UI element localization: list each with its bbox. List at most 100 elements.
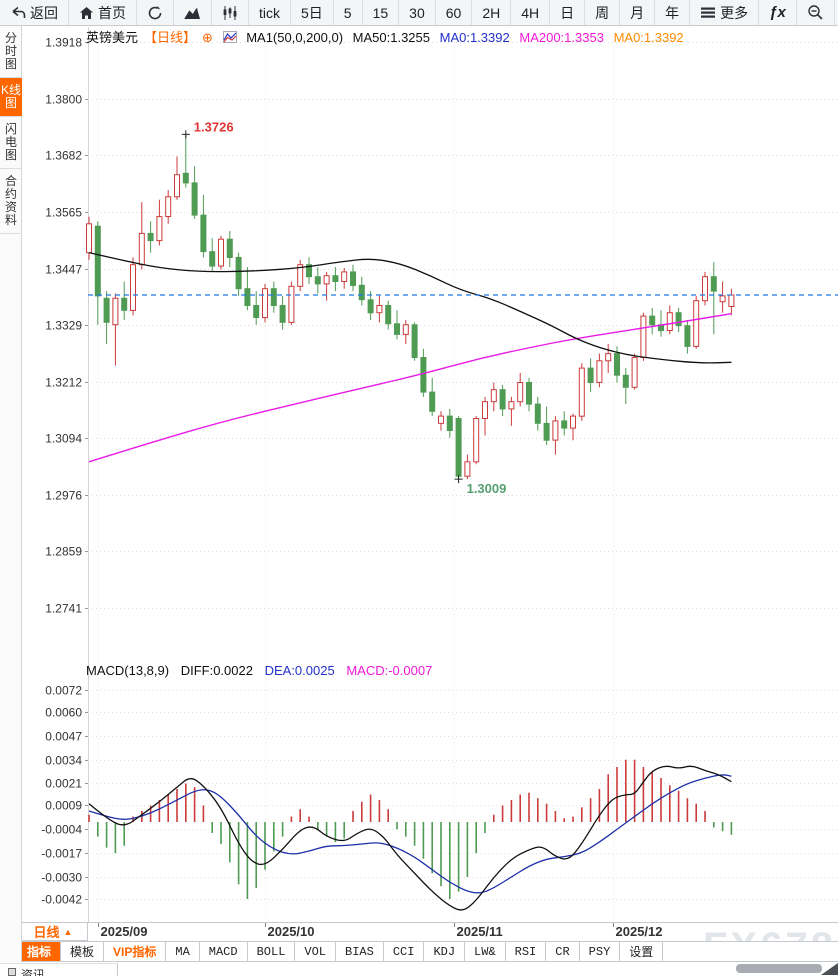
- macd-header: MACD(13,8,9) DIFF:0.0022 DEA:0.0025 MACD…: [86, 663, 440, 678]
- ma-settings-label: MA1(50,0,200,0): [246, 30, 344, 45]
- zoom-out-icon: [807, 4, 824, 21]
- toolbar-day-label: 日: [560, 4, 575, 21]
- toolbar-line-chart-button[interactable]: [174, 0, 212, 25]
- svg-text:1.2741: 1.2741: [45, 602, 82, 616]
- svg-text:0.0034: 0.0034: [45, 754, 82, 768]
- svg-text:1.3682: 1.3682: [45, 149, 82, 163]
- indicator-tab-psy[interactable]: PSY: [580, 942, 621, 961]
- toolbar-more-button[interactable]: 更多: [690, 0, 760, 25]
- svg-text:0.0021: 0.0021: [45, 777, 82, 791]
- toolbar-month-label: 月: [630, 4, 645, 21]
- x-axis-label-2025-10: 2025/10: [267, 924, 315, 939]
- high-price-annotation: 1.3726: [194, 119, 234, 134]
- toolbar-back-button[interactable]: 返回: [0, 0, 69, 25]
- toolbar-2hour-button[interactable]: 2H: [472, 0, 512, 25]
- news-icon: [8, 968, 16, 976]
- diff-value: DIFF:0.0022: [180, 663, 253, 678]
- indicator-tab-bias[interactable]: BIAS: [336, 942, 384, 961]
- toolbar-fx-label: ƒx: [769, 4, 786, 21]
- svg-text:0.0047: 0.0047: [45, 730, 82, 744]
- toolbar-week-button[interactable]: 周: [585, 0, 621, 25]
- svg-text:-0.0004: -0.0004: [41, 823, 82, 837]
- home-icon: [79, 6, 94, 20]
- svg-text:-0.0017: -0.0017: [41, 847, 82, 861]
- corner-resize-arrow[interactable]: [821, 963, 838, 975]
- toolbar-5min-button[interactable]: 5: [334, 0, 363, 25]
- chevron-up-icon: ▲: [63, 926, 73, 937]
- toolbar-home-button[interactable]: 首页: [69, 0, 137, 25]
- toolbar-refresh-button[interactable]: [137, 0, 174, 25]
- indicator-tab-settings[interactable]: 设置: [620, 942, 664, 961]
- toolbar-5day-button[interactable]: 5日: [291, 0, 334, 25]
- symbol-name: 英镑美元: [86, 30, 139, 45]
- news-tab-label: 资讯: [21, 968, 46, 976]
- indicator-tab-vol[interactable]: VOL: [295, 942, 337, 961]
- chart-type-sidebar: 分时图 K线图 闪电图 合约资料: [0, 26, 22, 962]
- toolbar-month-button[interactable]: 月: [620, 0, 656, 25]
- menu-icon: [700, 6, 716, 19]
- refresh-icon: [147, 5, 163, 21]
- add-indicator-icon[interactable]: ⊕: [202, 30, 213, 45]
- x-axis-label-2025-12: 2025/12: [615, 924, 663, 939]
- ma50-value: MA50:1.3255: [352, 30, 430, 45]
- toolbar-more-label: 更多: [720, 4, 749, 21]
- ma0-blue-value: MA0:1.3392: [439, 30, 510, 45]
- indicator-tab-cci[interactable]: CCI: [384, 942, 425, 961]
- svg-text:0.0072: 0.0072: [45, 684, 82, 698]
- macd-params-label: MACD(13,8,9): [86, 663, 170, 678]
- svg-text:1.2859: 1.2859: [45, 545, 82, 559]
- toolbar-year-label: 年: [665, 4, 680, 21]
- toolbar-30min-button[interactable]: 30: [399, 0, 436, 25]
- indicator-tab-templates[interactable]: 模板: [61, 942, 105, 961]
- sidebar-item-time-chart[interactable]: 分时图: [0, 26, 22, 78]
- period-selector-label: 日线: [33, 925, 60, 940]
- ma-indicator-icon[interactable]: [222, 30, 237, 45]
- news-tab[interactable]: 资讯: [0, 963, 118, 976]
- sidebar-item-kline-chart[interactable]: K线图: [0, 78, 22, 117]
- toolbar-fx-button[interactable]: ƒx: [759, 0, 797, 25]
- indicator-tab-macd[interactable]: MACD: [200, 942, 248, 961]
- toolbar-zoom-out-button[interactable]: [797, 0, 835, 25]
- period-selector[interactable]: 日线 ▲: [18, 922, 88, 941]
- indicator-tab-cr[interactable]: CR: [546, 942, 580, 961]
- low-price-annotation: 1.3009: [467, 481, 507, 496]
- x-axis-label-2025-09: 2025/09: [100, 924, 148, 939]
- bottom-strip: 资讯: [0, 963, 838, 976]
- svg-text:0.0060: 0.0060: [45, 706, 82, 720]
- indicator-tab-boll[interactable]: BOLL: [248, 942, 296, 961]
- indicator-tab-kdj[interactable]: KDJ: [424, 942, 466, 961]
- toolbar-30min-label: 30: [409, 4, 425, 21]
- toolbar-15min-button[interactable]: 15: [363, 0, 400, 25]
- toolbar-60min-button[interactable]: 60: [436, 0, 473, 25]
- sidebar-item-contract-info[interactable]: 合约资料: [0, 169, 22, 234]
- toolbar-4hour-button[interactable]: 4H: [511, 0, 551, 25]
- indicator-tab-vip-indicators[interactable]: VIP指标: [104, 942, 167, 961]
- toolbar-60min-label: 60: [445, 4, 462, 21]
- overlay-lines-layer: 1.3726 1.3009: [88, 119, 838, 911]
- toolbar-day-button[interactable]: 日: [550, 0, 586, 25]
- sidebar-item-lightning-chart[interactable]: 闪电图: [0, 117, 22, 169]
- svg-text:1.3212: 1.3212: [45, 376, 82, 390]
- horizontal-scrollbar[interactable]: [736, 964, 822, 973]
- svg-text:1.3329: 1.3329: [45, 319, 82, 333]
- candle-chart-icon: [222, 5, 238, 21]
- toolbar-4hour-label: 4H: [521, 4, 540, 21]
- indicator-tab-indicators[interactable]: 指标: [18, 942, 62, 961]
- toolbar-tick-button[interactable]: tick: [249, 0, 291, 25]
- svg-text:1.2976: 1.2976: [45, 489, 82, 503]
- toolbar-candle-chart-button[interactable]: [212, 0, 249, 25]
- svg-text:0.0009: 0.0009: [45, 799, 82, 813]
- chart-header: 英镑美元 【日线】 ⊕ MA1(50,0,200,0) MA50:1.3255 MA…: [86, 27, 690, 46]
- toolbar-year-button[interactable]: 年: [655, 0, 691, 25]
- indicator-tab-lw[interactable]: LW&: [465, 942, 506, 961]
- ma50-line: [88, 251, 732, 364]
- indicator-tab-rsi[interactable]: RSI: [506, 942, 547, 961]
- svg-text:-0.0030: -0.0030: [41, 871, 82, 885]
- top-toolbar: 返回 首页 tick 5日 5 15 30 60 2H 4H 日 周 月 年 更多 ƒx: [0, 0, 838, 26]
- toolbar-week-label: 周: [595, 4, 610, 21]
- indicator-tab-ma[interactable]: MA: [166, 942, 200, 961]
- toolbar-5day-label: 5日: [301, 4, 323, 21]
- ma200-value: MA200:1.3353: [519, 30, 604, 45]
